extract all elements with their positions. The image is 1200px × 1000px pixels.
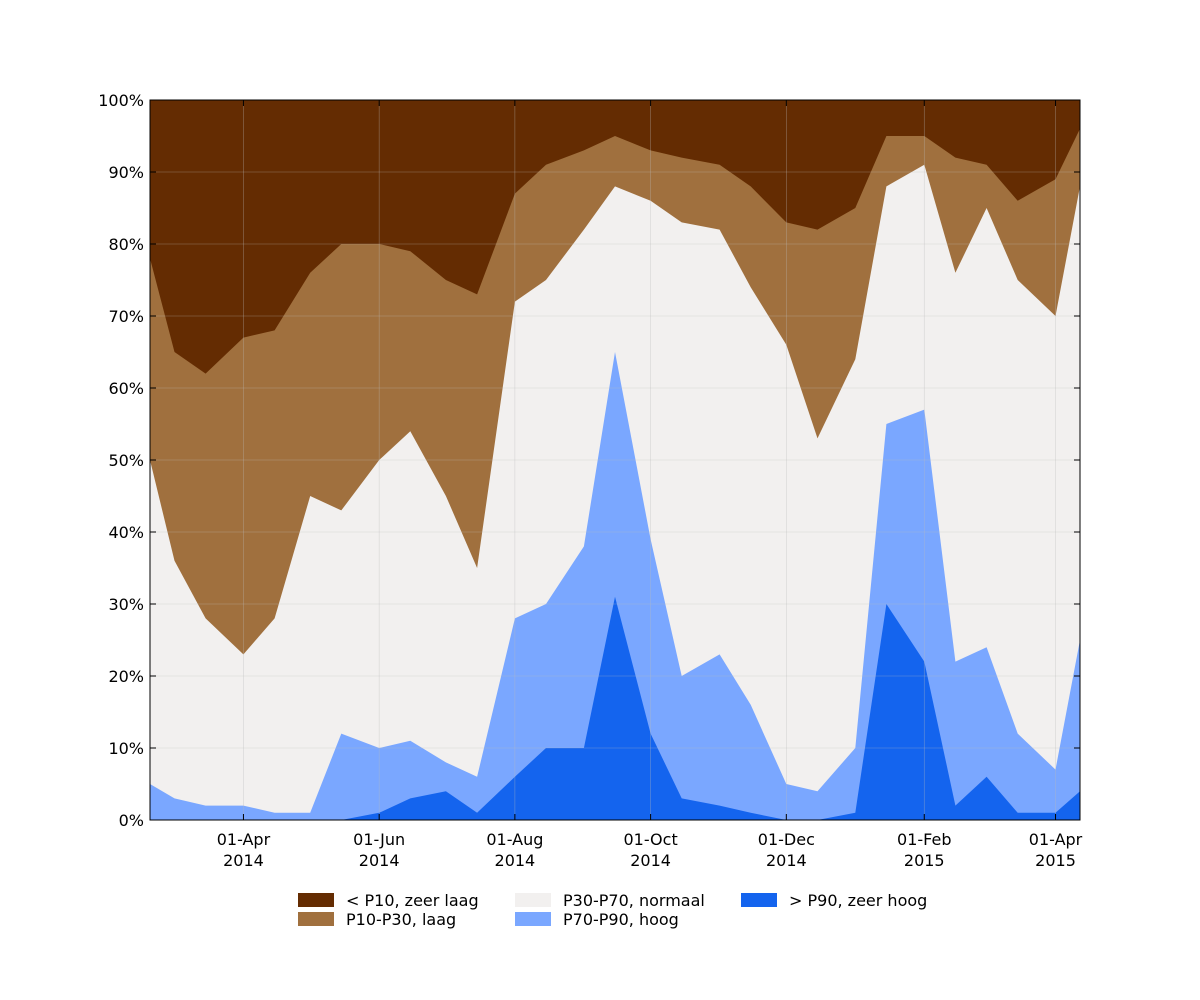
- legend-item-zeer-laag: < P10, zeer laag: [298, 890, 479, 910]
- y-tick-label: 30%: [108, 595, 144, 614]
- legend-label: P70-P90, hoog: [563, 909, 679, 929]
- y-tick-label: 90%: [108, 163, 144, 182]
- x-tick-year-label: 2014: [495, 851, 536, 870]
- x-tick-label: 01-Apr: [1029, 830, 1083, 849]
- x-tick-label: 01-Aug: [486, 830, 543, 849]
- y-tick-label: 80%: [108, 235, 144, 254]
- area-series-group: [150, 100, 1080, 821]
- y-tick-label: 50%: [108, 451, 144, 470]
- y-tick-label: 100%: [98, 91, 144, 110]
- x-tick-label: 01-Feb: [897, 830, 951, 849]
- area-p70-p90-hoog: [150, 352, 1080, 820]
- x-tick-year-label: 2014: [223, 851, 264, 870]
- x-tick-label: 01-Apr: [217, 830, 271, 849]
- legend-label: P10-P30, laag: [346, 909, 457, 929]
- legend-swatch: [298, 893, 334, 907]
- x-tick-year-label: 2015: [904, 851, 945, 870]
- x-tick-year-label: 2014: [766, 851, 807, 870]
- x-tick-year-label: 2014: [630, 851, 671, 870]
- legend-item-laag: P10-P30, laag: [298, 909, 456, 929]
- y-tick-label: 70%: [108, 307, 144, 326]
- x-tick-year-label: 2014: [359, 851, 400, 870]
- legend-item-hoog: P70-P90, hoog: [515, 909, 679, 929]
- y-axis: 0% 10% 20% 30% 40% 50% 60% 70% 80% 90% 100%: [98, 91, 1080, 830]
- x-tick-label: 01-Dec: [758, 830, 815, 849]
- y-tick-label: 0%: [119, 811, 144, 830]
- legend: < P10, zeer laag P10-P30, laag P30-P70, …: [298, 890, 958, 930]
- legend-item-zeer-hoog: > P90, zeer hoog: [741, 890, 927, 910]
- y-tick-label: 40%: [108, 523, 144, 542]
- area-p90-zeer-hoog: [150, 596, 1080, 820]
- y-tick-label: 10%: [108, 739, 144, 758]
- x-tick-label: 01-Jun: [353, 830, 405, 849]
- legend-swatch: [298, 912, 334, 926]
- y-tick-label: 60%: [108, 379, 144, 398]
- legend-swatch: [515, 912, 551, 926]
- x-tick-year-label: 2015: [1035, 851, 1076, 870]
- legend-label: > P90, zeer hoog: [789, 890, 928, 910]
- x-tick-label: 01-Oct: [623, 830, 677, 849]
- legend-label: P30-P70, normaal: [563, 890, 705, 910]
- y-tick-label: 20%: [108, 667, 144, 686]
- legend-swatch: [515, 893, 551, 907]
- legend-label: < P10, zeer laag: [346, 890, 479, 910]
- legend-swatch: [741, 893, 777, 907]
- x-axis: 01-Apr 2014 01-Jun 2014 01-Aug 2014 01-Oct 2014…: [217, 100, 1083, 870]
- legend-item-normaal: P30-P70, normaal: [515, 890, 705, 910]
